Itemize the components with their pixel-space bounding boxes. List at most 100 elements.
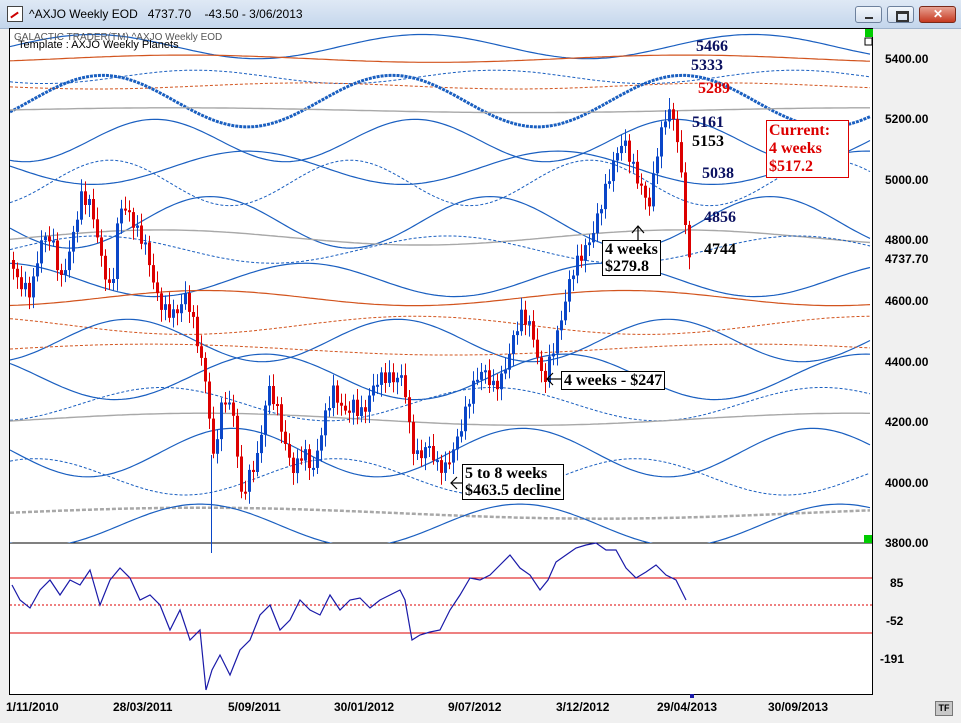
price-bar-down: [48, 236, 51, 242]
price-bar-down: [56, 240, 59, 271]
price-bar-down: [140, 225, 143, 244]
price-bar-down: [252, 469, 255, 472]
price-bar-up: [652, 173, 655, 207]
price-bar-down: [104, 255, 107, 280]
window-title: ^AXJO Weekly EOD 4737.70 -43.50 - 3/06/2…: [29, 7, 303, 21]
last-bar-marker: [690, 694, 694, 698]
price-bar-down: [96, 219, 99, 238]
price-bar-down: [100, 237, 103, 256]
price-bar-up: [572, 275, 575, 280]
price-bar-up: [180, 304, 183, 314]
date-tick-7: 29/04/2013: [657, 700, 718, 714]
planet-line: [10, 503, 871, 543]
price-bar-up: [248, 469, 251, 492]
price-bar-down: [408, 397, 411, 423]
price-bar-up: [164, 304, 167, 310]
price-bar-up: [312, 467, 315, 470]
price-bar-up: [608, 181, 611, 184]
price-tick-4200: 4200.00: [885, 415, 929, 429]
decline-line-1: 5 to 8 weeks: [465, 465, 548, 482]
price-bar-down: [488, 370, 491, 386]
price-bar-down: [148, 242, 151, 266]
current-line-3: $517.2: [769, 158, 813, 175]
planet-line: [10, 235, 871, 264]
price-bar-up: [456, 436, 459, 450]
price-bar-up: [592, 233, 595, 243]
maximize-button[interactable]: [887, 6, 914, 23]
price-bar-up: [504, 369, 507, 374]
price-bars: [12, 98, 691, 504]
date-tick-6: 3/12/2012: [556, 700, 610, 714]
price-bar-down: [348, 410, 351, 413]
price-bar-up: [228, 402, 231, 405]
current-line-1: Current:: [769, 122, 831, 139]
price-bar-up: [184, 293, 187, 305]
planet-line: [10, 412, 870, 426]
price-bar-down: [156, 282, 159, 294]
title-bar: ^AXJO Weekly EOD 4737.70 -43.50 - 3/06/2…: [0, 0, 961, 29]
level-5161: 5161: [692, 114, 724, 131]
level-5153: 5153: [692, 133, 724, 150]
planet-line: [10, 159, 871, 207]
price-bar-up: [520, 309, 523, 332]
level-5466: 5466: [696, 38, 728, 55]
tf-button[interactable]: TF: [935, 701, 953, 716]
planet-line: [10, 107, 870, 114]
price-bar-up: [560, 320, 563, 331]
price-bar-up: [568, 279, 571, 302]
price-bar-up: [552, 353, 555, 357]
pane-resize-indicator[interactable]: [864, 535, 872, 543]
price-bar-down: [152, 265, 155, 283]
price-tick-5400: 5400.00: [885, 52, 929, 66]
planet-line: [10, 229, 871, 246]
price-bar-up: [444, 462, 447, 473]
price-bar-up: [120, 208, 123, 224]
price-bar-down: [92, 199, 95, 220]
price-bar-down: [212, 418, 215, 454]
price-bar-up: [144, 242, 147, 245]
price-bar-down: [28, 282, 31, 298]
price-bar-down: [580, 255, 583, 261]
price-bar-down: [60, 270, 63, 275]
price-bar-up: [468, 403, 471, 407]
price-bar-up: [324, 410, 327, 436]
price-bar-down: [168, 304, 171, 318]
indicator-tick-85: 85: [890, 576, 904, 590]
planet-line: [10, 506, 871, 520]
price-bar-down: [308, 449, 311, 468]
price-tick-5200: 5200.00: [885, 112, 929, 126]
minimize-button[interactable]: [855, 6, 882, 23]
price-bar-up: [668, 109, 671, 122]
four-weeks-annotation-b: 4 weeks - $247: [561, 371, 666, 390]
price-bar-up: [612, 160, 615, 182]
price-bar-up: [72, 231, 75, 252]
price-tick-current: 4737.70: [885, 252, 929, 266]
four-weeks-a-arrowhead: [631, 225, 645, 234]
price-bar-up: [220, 402, 223, 440]
price-bar-down: [412, 422, 415, 454]
planet-line: [10, 195, 871, 249]
close-button[interactable]: [919, 6, 956, 23]
chart-plot-area[interactable]: [9, 28, 873, 695]
price-bar-up: [44, 236, 47, 241]
corner-marker: [864, 37, 873, 46]
indicator-tick-minus52: -52: [886, 614, 904, 628]
price-bar-down: [420, 450, 423, 459]
price-bar-down: [300, 458, 303, 461]
price-bar-down: [84, 191, 87, 205]
price-bar-up: [316, 450, 319, 468]
price-tick-4600: 4600.00: [885, 294, 929, 308]
price-bar-down: [224, 402, 227, 405]
price-bar-up: [476, 379, 479, 382]
price-bar-up: [268, 386, 271, 406]
price-bar-down: [532, 321, 535, 340]
planet-line: [10, 343, 871, 356]
level-5289: 5289: [698, 80, 730, 97]
price-bar-up: [600, 209, 603, 214]
price-bar-up: [428, 446, 431, 448]
price-bar-down: [188, 293, 191, 312]
price-bar-up: [352, 399, 355, 413]
price-bar-down: [392, 372, 395, 383]
price-bar-down: [676, 119, 679, 143]
price-bar-up: [460, 431, 463, 437]
